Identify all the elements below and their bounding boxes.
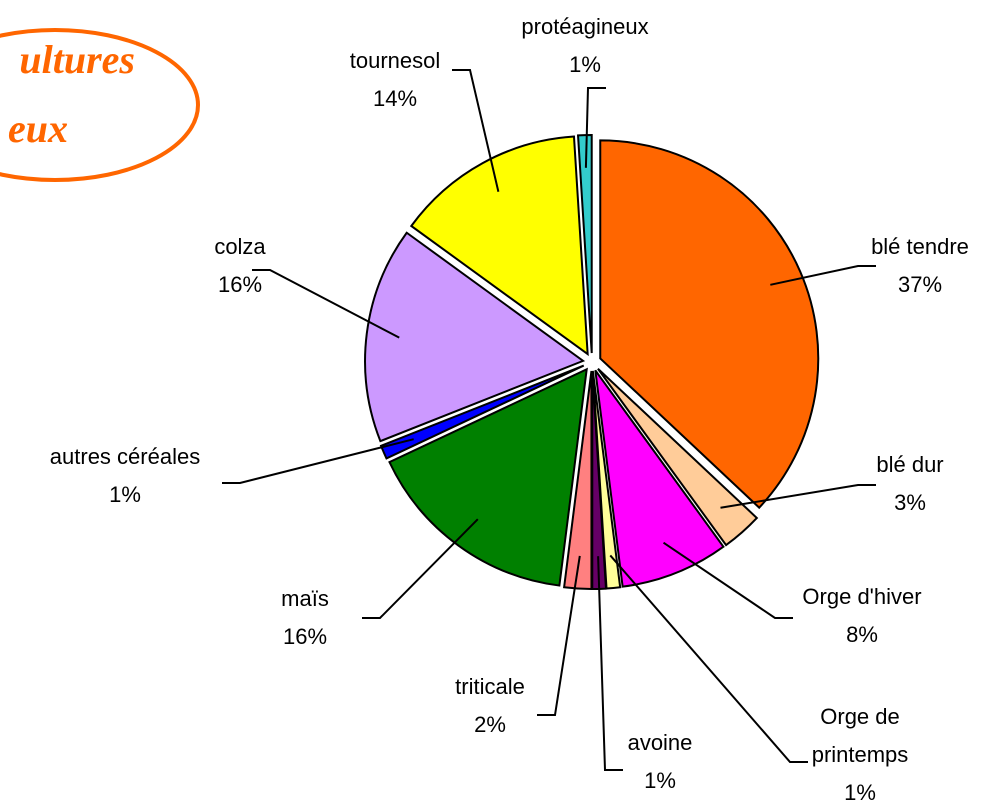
slice-name: protéagineux [521,14,649,39]
slice-name: blé dur [876,452,944,477]
title-ellipse [0,28,200,182]
pie-slice [562,370,593,590]
slice-percent: 16% [217,272,263,297]
leader-line [609,554,808,763]
pie-slice [599,139,820,510]
slice-percent: 1% [844,780,876,805]
leader-line [222,438,414,484]
slice-name: maïs [281,586,329,611]
leader-line [720,484,876,509]
slice-name: triticale [455,674,525,699]
slice-percent: 8% [846,622,878,647]
slice-percent: 1% [644,768,676,793]
slice-percent: 37% [897,272,943,297]
slice-percent: 2% [474,712,506,737]
leader-line [584,87,606,168]
slice-name: Orge d'hiver [802,584,922,609]
slice-percent: 3% [894,490,926,515]
slice-name: colza [214,234,266,259]
leader-line [452,69,500,192]
title-line: eux [8,106,68,151]
slice-name: blé tendre [871,234,969,259]
slice-name: avoine [627,730,693,755]
slice-percent: 1% [109,482,141,507]
pie-slice [409,135,589,357]
leader-line [362,518,479,619]
slice-name: Orge de printemps [811,704,909,767]
leader-line [597,556,623,771]
pie-slice [597,368,759,547]
pie-slice [576,134,593,354]
pie-slice [379,364,585,460]
leader-line [662,541,793,619]
leader-line [770,265,876,286]
pie-slice [388,367,588,587]
slice-percent: 14% [372,86,418,111]
leader-line [252,269,400,339]
slice-name: tournesol [349,48,441,73]
title-line: ultures [19,37,135,82]
slice-percent: 1% [569,52,601,77]
slice-percent: 16% [282,624,328,649]
pie-slice [594,369,725,588]
slice-name: autres céréales [49,444,201,469]
leader-line [537,555,581,716]
pie-slice [364,231,586,443]
